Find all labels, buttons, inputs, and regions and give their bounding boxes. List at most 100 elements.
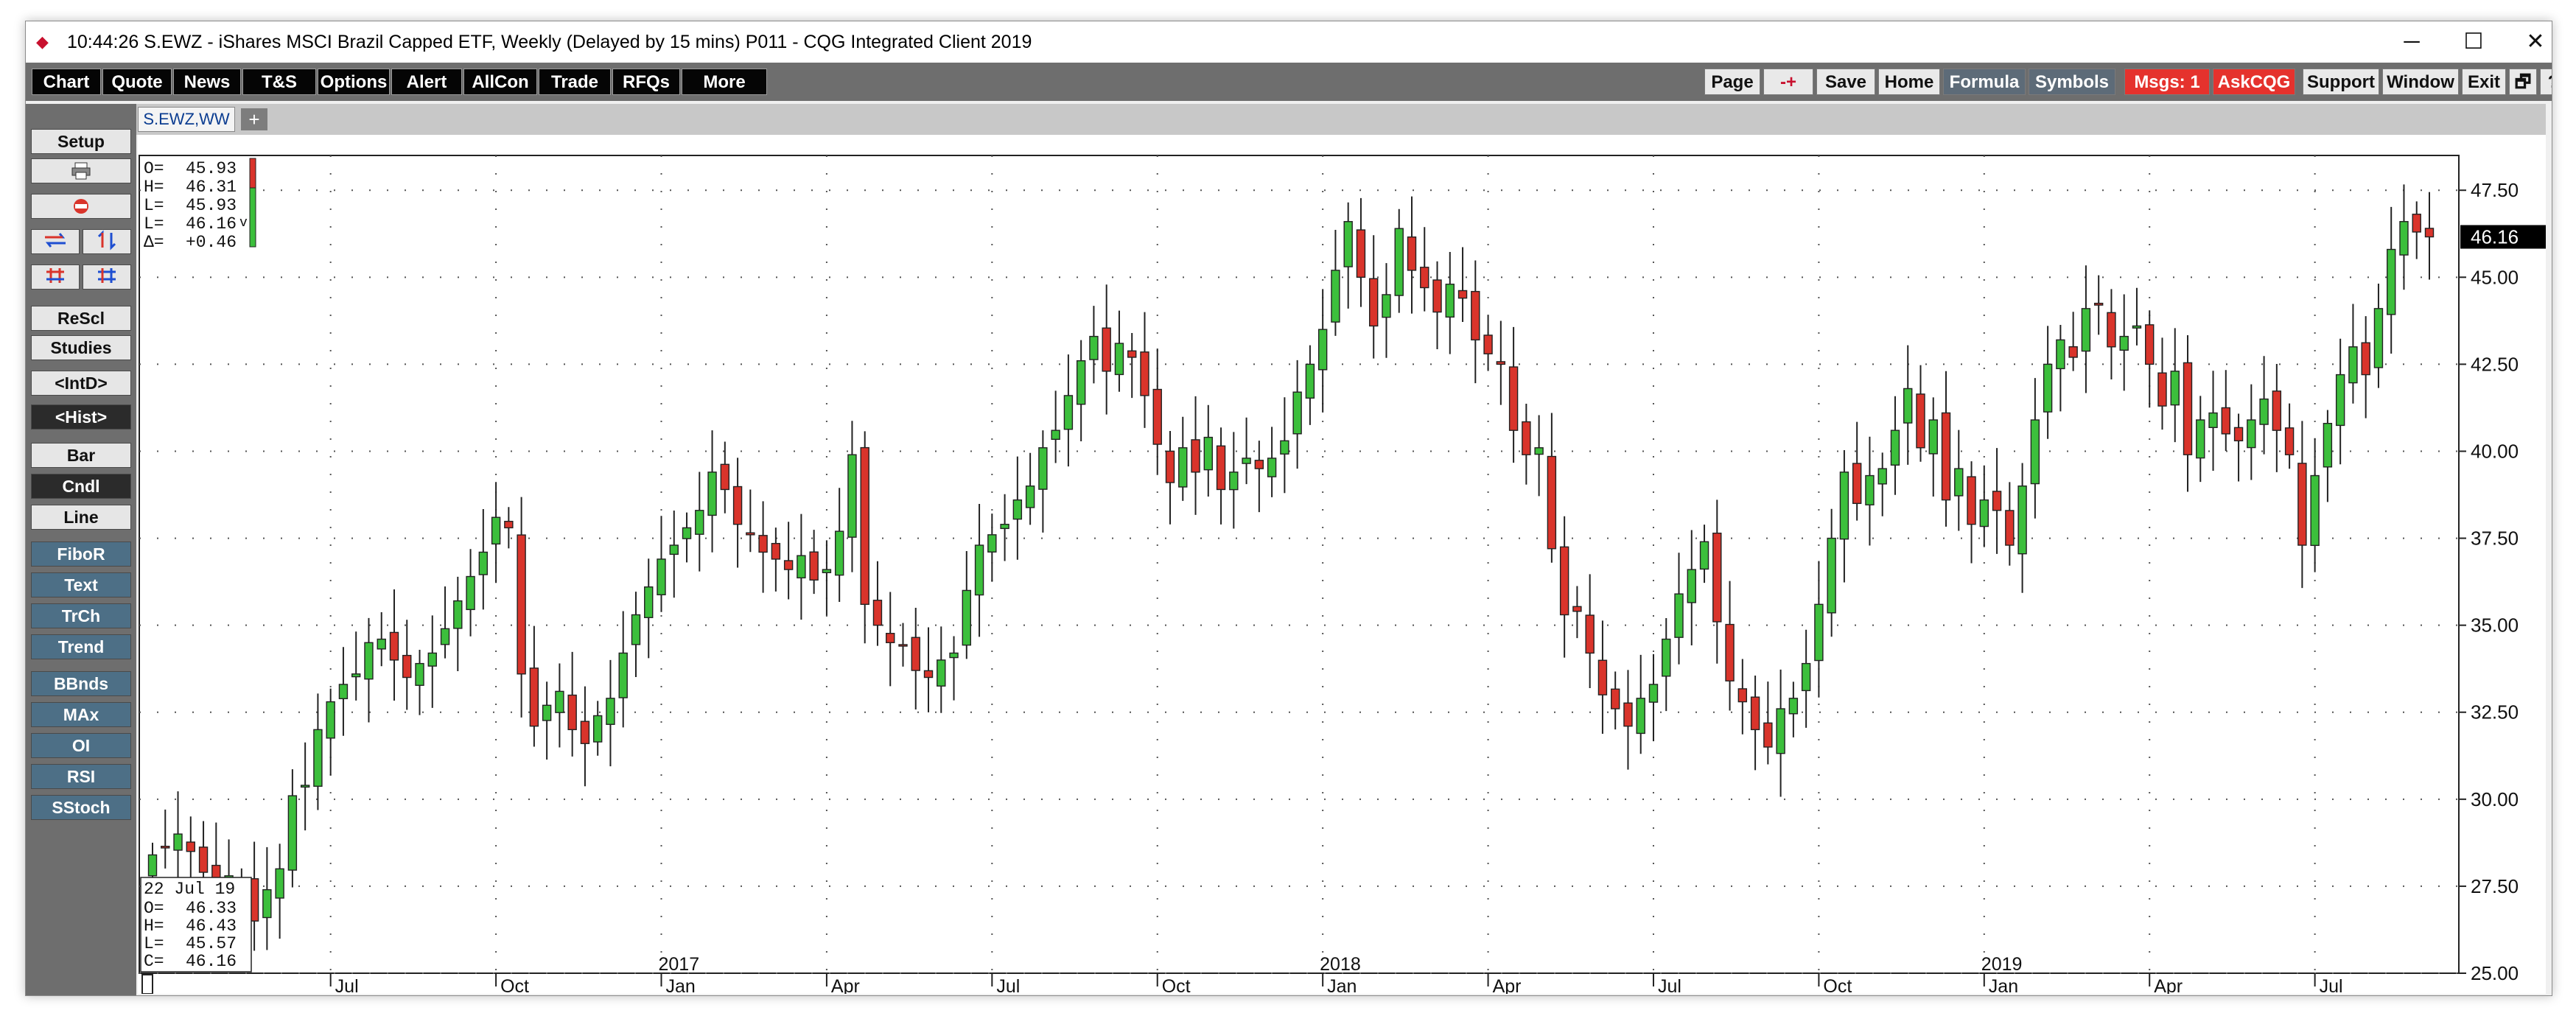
- page-button[interactable]: Page: [1704, 69, 1760, 95]
- toolbar-rfqs-button[interactable]: RFQs: [612, 69, 680, 95]
- candle-body: [1432, 279, 1442, 313]
- candle-body: [1178, 447, 1188, 488]
- bar-info-value: 46.16: [186, 952, 237, 971]
- candle-chart-button[interactable]: Cndl: [31, 474, 131, 499]
- add-tab-button[interactable]: +: [241, 108, 267, 130]
- candle-body: [2132, 325, 2142, 329]
- zoom-vertical-icon[interactable]: [83, 264, 131, 290]
- toolbar-alert-button[interactable]: Alert: [391, 69, 462, 95]
- zoom-horizontal-icon[interactable]: [31, 264, 80, 290]
- candle-body: [797, 555, 806, 579]
- toolbar-options-button[interactable]: Options: [318, 69, 390, 95]
- text-tool-button[interactable]: Text: [31, 572, 131, 597]
- candle-body: [1699, 541, 1709, 570]
- candle-body: [1662, 638, 1671, 677]
- historical-button[interactable]: <Hist>: [31, 404, 131, 430]
- symbols-button[interactable]: Symbols: [2029, 69, 2115, 95]
- candle-body: [338, 684, 349, 700]
- candle-body: [377, 638, 386, 650]
- toolbar-allcon-button[interactable]: AllCon: [463, 69, 537, 95]
- open-interest-button[interactable]: OI: [31, 733, 131, 758]
- arrows-horizontal-icon[interactable]: [31, 229, 80, 254]
- toolbar-quote-button[interactable]: Quote: [102, 69, 172, 95]
- chart-sidebar: Setup ReScl Studies <IntD> <Hist> Bar Cn…: [26, 104, 136, 995]
- ohlc-info-mark: v: [239, 216, 248, 231]
- candle-body: [1267, 458, 1277, 477]
- y-tick-label: 42.50: [2471, 353, 2519, 375]
- intraday-button[interactable]: <IntD>: [31, 371, 131, 396]
- ohlc-info-key: L=: [144, 214, 164, 234]
- help-button[interactable]: ?: [2540, 69, 2552, 95]
- candle-body: [1305, 363, 1315, 399]
- support-button[interactable]: Support: [2303, 69, 2379, 95]
- toolbar-more-button[interactable]: More: [682, 69, 767, 95]
- close-button[interactable]: ✕: [2526, 29, 2545, 54]
- setup-button[interactable]: Setup: [31, 129, 131, 154]
- candle-body: [389, 631, 399, 661]
- line-chart-button[interactable]: Line: [31, 505, 131, 530]
- candle-body: [1140, 351, 1149, 396]
- messages-button[interactable]: Msgs: 1: [2124, 69, 2210, 95]
- candle-body: [1203, 436, 1213, 471]
- year-label: 2018: [1320, 954, 1361, 975]
- askcqg-button[interactable]: AskCQG: [2213, 69, 2295, 95]
- candle-body: [2043, 363, 2053, 413]
- window-menu-button[interactable]: Window: [2382, 69, 2459, 95]
- candle-body: [1610, 688, 1620, 709]
- minimize-button[interactable]: ─: [2404, 29, 2420, 54]
- print-icon[interactable]: [31, 158, 131, 183]
- y-tick-label: 37.50: [2471, 527, 2519, 550]
- candle-body: [198, 847, 209, 873]
- bollinger-bands-button[interactable]: BBnds: [31, 671, 131, 696]
- candle-body: [1674, 593, 1684, 638]
- maximize-button[interactable]: ☐: [2463, 29, 2484, 54]
- bar-info-date: 22 Jul 19: [144, 880, 235, 899]
- bar-chart-button[interactable]: Bar: [31, 443, 131, 468]
- app-window: ◆ 10:44:26 S.EWZ - iShares MSCI Brazil C…: [25, 21, 2552, 996]
- link-button[interactable]: -+: [1763, 69, 1813, 95]
- rsi-button[interactable]: RSI: [31, 764, 131, 789]
- moving-average-button[interactable]: MAx: [31, 702, 131, 727]
- rescale-button[interactable]: ReScl: [31, 306, 131, 331]
- restore-icon[interactable]: 🗗: [2509, 69, 2537, 95]
- candle-body: [580, 721, 590, 744]
- home-button[interactable]: Home: [1878, 69, 1940, 95]
- candle-body: [1292, 391, 1302, 435]
- formula-button[interactable]: Formula: [1943, 69, 2026, 95]
- cqg-logo-icon[interactable]: [31, 194, 131, 219]
- candle-body: [567, 694, 577, 731]
- save-button[interactable]: Save: [1816, 69, 1875, 95]
- candle-body: [2424, 228, 2435, 238]
- toolbar-chart-button[interactable]: Chart: [32, 69, 101, 95]
- trend-line-button[interactable]: Trend: [31, 634, 131, 659]
- candle-body: [351, 673, 361, 678]
- candle-body: [657, 558, 666, 596]
- fibonacci-button[interactable]: FiboR: [31, 541, 131, 567]
- candle-body: [173, 833, 183, 851]
- candle-body: [746, 532, 755, 536]
- candle-body: [1559, 546, 1569, 616]
- studies-button[interactable]: Studies: [31, 335, 131, 360]
- toolbar-news-button[interactable]: News: [173, 69, 241, 95]
- chart-tab[interactable]: S.EWZ,WW: [138, 107, 235, 132]
- candle-body: [313, 729, 323, 787]
- x-tick-label: Apr: [831, 976, 860, 994]
- arrows-vertical-icon[interactable]: [83, 229, 131, 254]
- candle-body: [1152, 388, 1162, 445]
- candle-body: [682, 527, 692, 539]
- slow-stochastic-button[interactable]: SStoch: [31, 795, 131, 820]
- candle-body: [1788, 698, 1799, 715]
- candle-body: [529, 667, 539, 727]
- exit-button[interactable]: Exit: [2462, 69, 2506, 95]
- candle-body: [364, 642, 374, 680]
- toolbar-trade-button[interactable]: Trade: [539, 69, 611, 95]
- chart-area[interactable]: 25.00 27.50 30.00 32.50 35.00 37.50 40.00 42.50…: [138, 135, 2546, 994]
- candle-body: [886, 633, 895, 643]
- toolbar-ts-button[interactable]: T&S: [242, 69, 316, 95]
- candle-body: [1114, 343, 1124, 376]
- trend-channel-button[interactable]: TrCh: [31, 603, 131, 628]
- candle-body: [2145, 324, 2155, 365]
- candle-body: [758, 535, 768, 553]
- price-chart[interactable]: 25.00 27.50 30.00 32.50 35.00 37.50 40.00 42.50…: [138, 135, 2546, 994]
- candle-body: [1992, 491, 2002, 511]
